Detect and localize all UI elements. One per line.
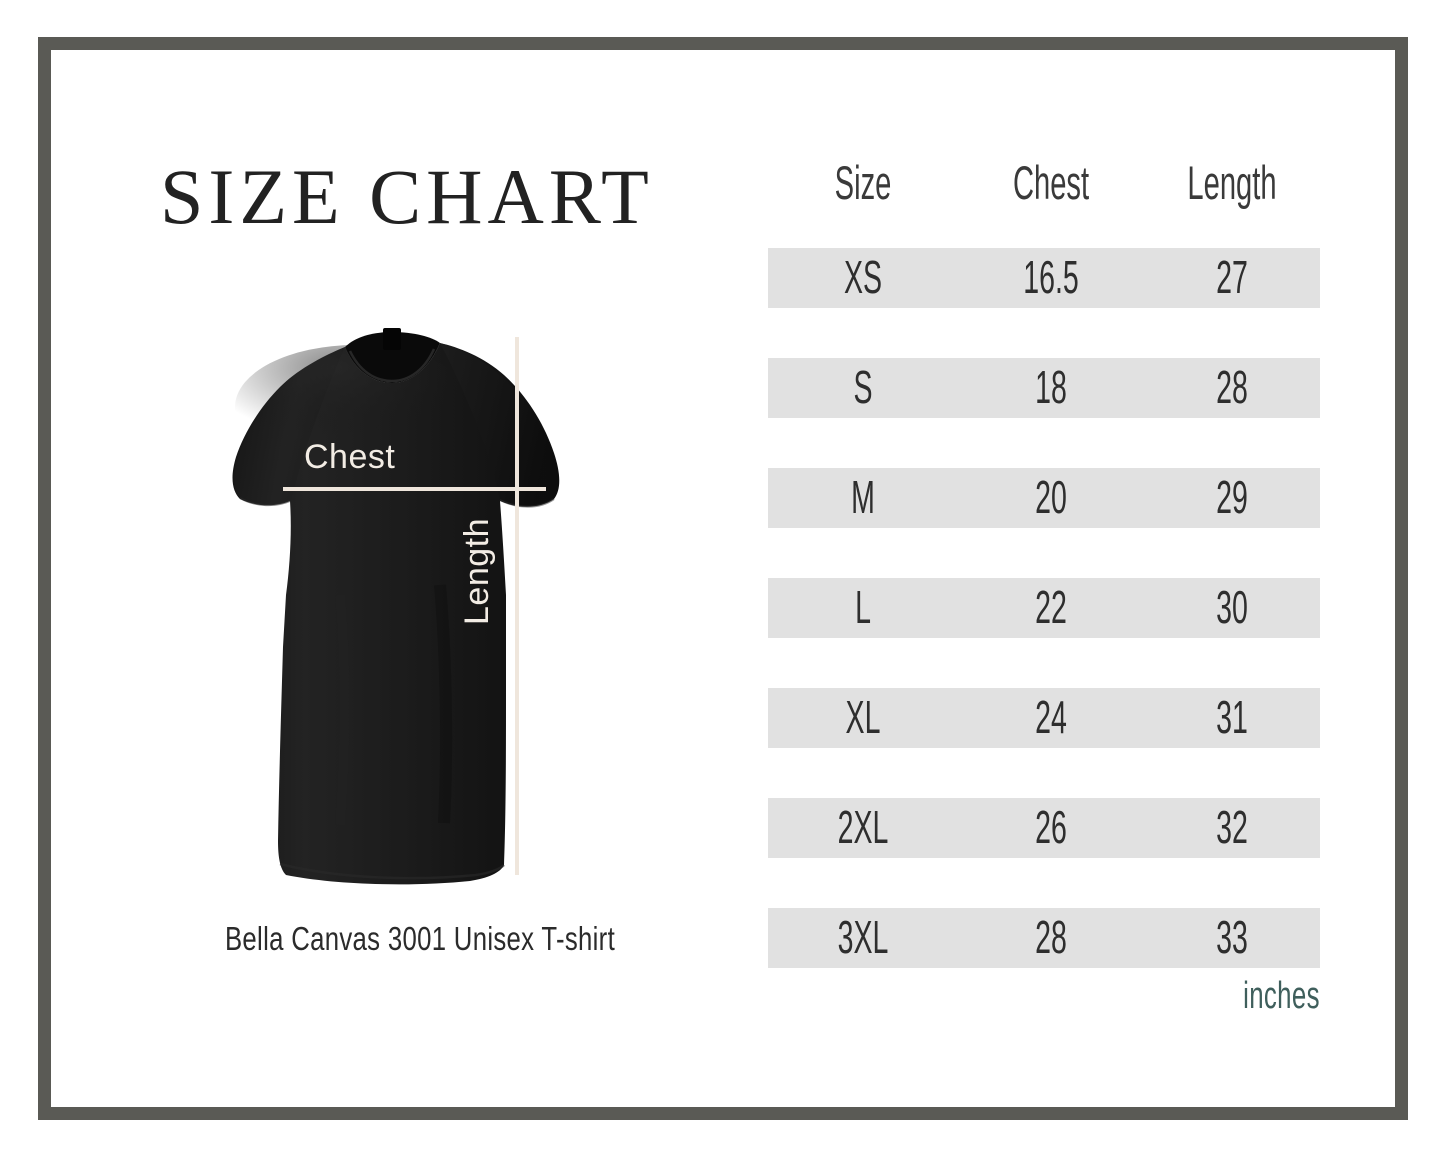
table-row: XS 16.5 27 (768, 248, 1320, 308)
fabric-fold (434, 584, 453, 824)
shirt-body (232, 343, 560, 885)
cell-length: 33 (1216, 911, 1248, 963)
right-sleeve-hem (499, 498, 555, 508)
table-row: L 22 30 (768, 578, 1320, 638)
column-header-length: Length (1187, 156, 1277, 209)
column-header-chest: Chest (1012, 156, 1090, 209)
cell-chest: 16.5 (1023, 251, 1079, 303)
table-header-row: Size Chest Length (768, 155, 1320, 213)
cell-chest: 20 (1035, 471, 1067, 523)
tshirt-illustration: Chest Length (140, 295, 700, 895)
table-row: XL 24 31 (768, 688, 1320, 748)
shirt-collar (345, 332, 440, 383)
units-text: inches (1243, 975, 1320, 1017)
cell-length: 27 (1216, 251, 1248, 303)
cell-chest: 24 (1035, 691, 1067, 743)
table-row: 2XL 26 32 (768, 798, 1320, 858)
table-row: M 20 29 (768, 468, 1320, 528)
cell-length: 30 (1216, 581, 1248, 633)
cell-length: 29 (1216, 471, 1248, 523)
cell-size: 2XL (837, 801, 889, 853)
cell-chest: 26 (1035, 801, 1067, 853)
cell-size: 3XL (837, 911, 889, 963)
cell-chest: 18 (1035, 361, 1067, 413)
neck-tag (383, 328, 401, 350)
shirt-right-sleeve (440, 343, 559, 506)
cell-length: 32 (1216, 801, 1248, 853)
cell-size: XL (845, 691, 881, 743)
collar-ribbing (348, 348, 436, 383)
page-title: SIZE CHART (160, 153, 654, 240)
cell-size: L (855, 581, 871, 633)
cell-chest: 22 (1035, 581, 1067, 633)
column-header-size: Size (834, 156, 892, 209)
fabric-fold (335, 594, 350, 826)
units-label: inches (768, 975, 1320, 1018)
cell-length: 28 (1216, 361, 1248, 413)
chest-measure-line (283, 487, 546, 491)
cell-length: 31 (1216, 691, 1248, 743)
table-row: S 18 28 (768, 358, 1320, 418)
left-sleeve-hem (239, 497, 291, 507)
cell-chest: 28 (1035, 911, 1067, 963)
shoulder-highlight (235, 345, 475, 469)
chest-measure-label: Chest (304, 438, 396, 476)
tshirt-graphic (232, 328, 560, 885)
size-table: Size Chest Length XS 16.5 27 S 18 28 M 2… (768, 155, 1320, 1018)
length-measure-line (515, 337, 519, 875)
cell-size: M (851, 471, 875, 523)
bottom-hem (279, 862, 505, 880)
cell-size: XS (843, 251, 883, 303)
table-row: 3XL 28 33 (768, 908, 1320, 968)
garment-caption: Bella Canvas 3001 Unisex T-shirt (224, 920, 616, 957)
cell-size: S (853, 361, 873, 413)
length-measure-label: Length (458, 518, 496, 625)
